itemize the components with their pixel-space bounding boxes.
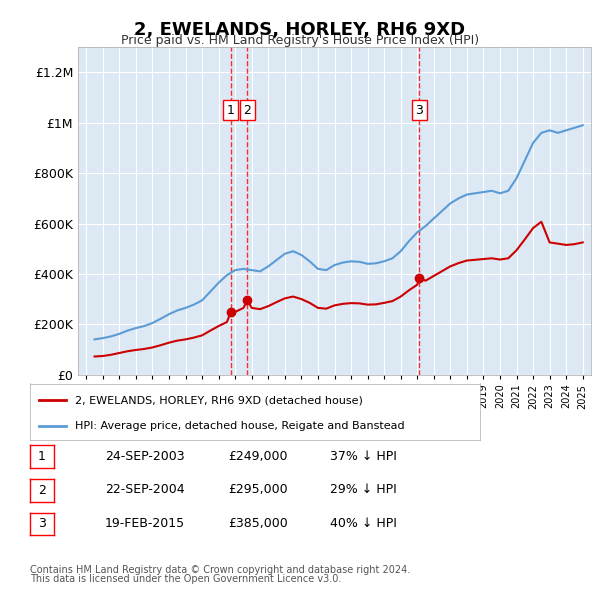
Text: This data is licensed under the Open Government Licence v3.0.: This data is licensed under the Open Gov… xyxy=(30,574,341,584)
Text: 22-SEP-2004: 22-SEP-2004 xyxy=(105,483,185,496)
Text: 1: 1 xyxy=(38,450,46,463)
Text: 3: 3 xyxy=(415,104,424,117)
Text: 2, EWELANDS, HORLEY, RH6 9XD (detached house): 2, EWELANDS, HORLEY, RH6 9XD (detached h… xyxy=(75,395,363,405)
Text: Contains HM Land Registry data © Crown copyright and database right 2024.: Contains HM Land Registry data © Crown c… xyxy=(30,565,410,575)
Text: £385,000: £385,000 xyxy=(228,517,288,530)
Text: £249,000: £249,000 xyxy=(228,450,287,463)
Text: 29% ↓ HPI: 29% ↓ HPI xyxy=(330,483,397,496)
Text: HPI: Average price, detached house, Reigate and Banstead: HPI: Average price, detached house, Reig… xyxy=(75,421,404,431)
Text: 19-FEB-2015: 19-FEB-2015 xyxy=(105,517,185,530)
Text: 37% ↓ HPI: 37% ↓ HPI xyxy=(330,450,397,463)
Text: £295,000: £295,000 xyxy=(228,483,287,496)
Text: 40% ↓ HPI: 40% ↓ HPI xyxy=(330,517,397,530)
Text: 2, EWELANDS, HORLEY, RH6 9XD: 2, EWELANDS, HORLEY, RH6 9XD xyxy=(134,21,466,39)
Text: 1: 1 xyxy=(227,104,235,117)
Text: 2: 2 xyxy=(244,104,251,117)
Text: 2: 2 xyxy=(38,484,46,497)
Text: 3: 3 xyxy=(38,517,46,530)
Text: Price paid vs. HM Land Registry's House Price Index (HPI): Price paid vs. HM Land Registry's House … xyxy=(121,34,479,47)
Text: 24-SEP-2003: 24-SEP-2003 xyxy=(105,450,185,463)
